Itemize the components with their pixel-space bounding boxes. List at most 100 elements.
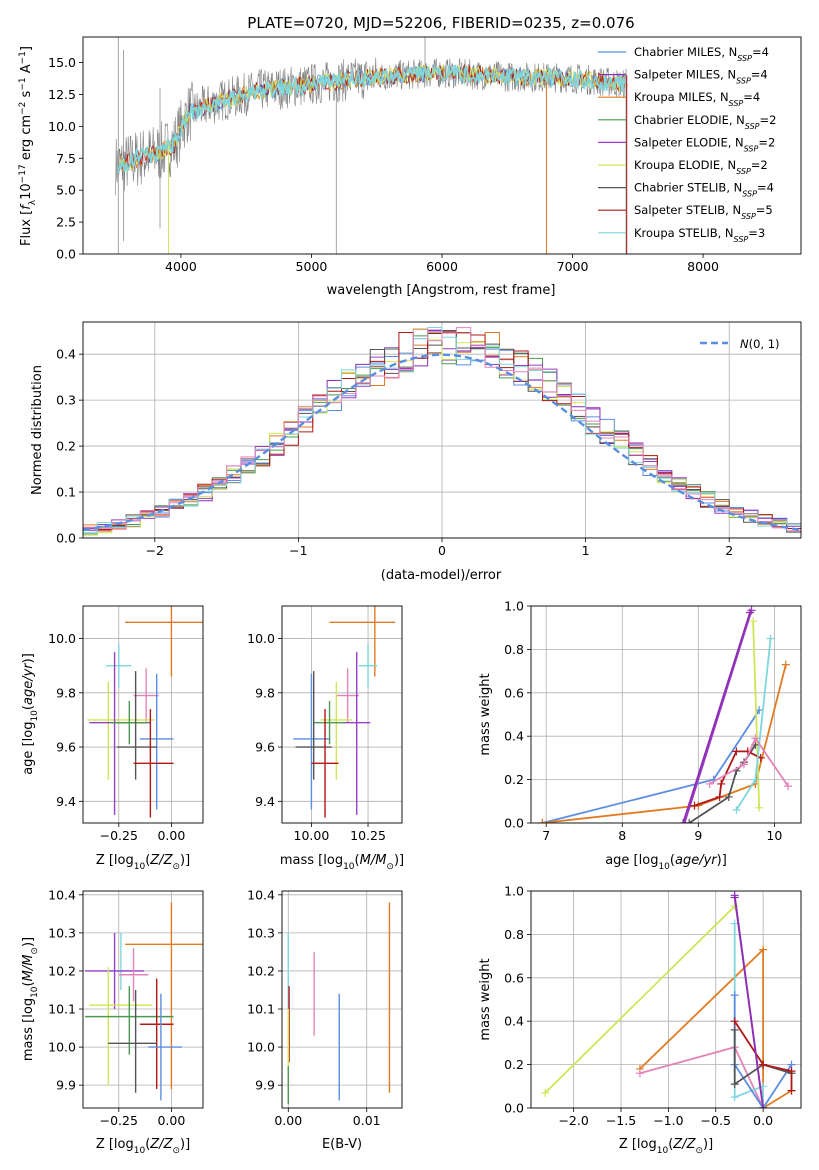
series-line — [542, 709, 760, 823]
normal-curve — [83, 353, 801, 532]
series-line — [639, 947, 792, 1108]
x-tick-label: 2 — [725, 543, 733, 558]
series-line — [709, 736, 789, 787]
residuals-plot-area — [83, 322, 801, 538]
series-marker — [705, 779, 714, 788]
series-marker — [541, 1088, 550, 1097]
series-marker — [732, 805, 741, 814]
series-line — [542, 664, 787, 823]
y-tick-label: 0.2 — [504, 772, 524, 787]
series-marker — [730, 1017, 739, 1026]
series-marker — [766, 634, 775, 643]
x-tick-label: 7 — [542, 828, 550, 843]
y-tick-label: 9.8 — [56, 685, 76, 700]
series-marker — [781, 660, 790, 669]
x-tick-label: 9 — [694, 828, 702, 843]
mass_vs_Z-plot-area — [83, 891, 203, 1108]
x-tick-label: 8000 — [687, 259, 719, 274]
x-axis-label: Z [log10(Z/Z⊙)] — [96, 853, 190, 872]
y-tick-label: 0.4 — [504, 1014, 524, 1029]
y-tick-label: 9.4 — [56, 794, 76, 809]
series-marker — [635, 1069, 644, 1078]
x-tick-label: −0.5 — [701, 1113, 731, 1128]
axes-frame — [281, 605, 403, 824]
x-tick-label: −2 — [146, 543, 164, 558]
legend-entry: N(0, 1) — [740, 337, 780, 351]
series-line — [683, 610, 753, 823]
x-tick-label: 1 — [582, 543, 590, 558]
x-tick-label: −0.25 — [100, 828, 138, 843]
y-tick-label: 9.9 — [255, 1078, 275, 1093]
series-marker — [724, 792, 733, 801]
histogram-step — [83, 328, 801, 536]
y-axis-label: mass weight — [478, 958, 493, 1040]
axes-frame — [82, 321, 802, 539]
series-marker — [784, 782, 793, 791]
y-tick-label: 10.2 — [48, 963, 76, 978]
series-line — [735, 638, 772, 811]
axes-frame — [530, 605, 802, 824]
x-tick-label: 0.00 — [274, 1113, 302, 1128]
series-marker — [751, 775, 760, 784]
x-tick-label: −1 — [289, 543, 307, 558]
y-tick-label: 10.4 — [247, 887, 275, 902]
massweight_vs_Z-panel: −2.0 −1.5 −1.0 −0.5 0.0 0.0 0.2 0.4 0.6 0.8 1.0 mas… — [478, 884, 802, 1156]
series-marker — [751, 734, 760, 743]
y-tick-label: 0.0 — [504, 1101, 524, 1116]
spectrum-panel: 4000 5000 6000 7000 8000 0.0 2.5 5.0 7.5 10.0 12.5… — [18, 14, 802, 298]
massweight_vs_age-panel: 7 8 9 10 0.0 0.2 0.4 0.6 0.8 1.0 mass weight age [l… — [478, 599, 802, 872]
legend-entry: Chabrier STELIB, NSSP=4 — [634, 181, 774, 199]
y-axis-label: mass weight — [478, 673, 493, 755]
x-tick-label: 0.0 — [753, 1113, 773, 1128]
chart-title: PLATE=0720, MJD=52206, FIBERID=0235, z=0… — [247, 14, 634, 32]
series-marker — [685, 819, 694, 823]
legend-entry: Salpeter STELIB, NSSP=5 — [634, 203, 773, 221]
legend-entry: Salpeter MILES, NSSP=4 — [634, 68, 768, 86]
y-tick-label: 7.5 — [56, 151, 76, 166]
y-tick-label: 10.0 — [247, 631, 275, 646]
y-tick-label: 9.6 — [56, 740, 76, 755]
series-marker — [730, 1025, 739, 1034]
axes-frame — [82, 605, 204, 824]
legend-entry: Kroupa ELODIE, NSSP=2 — [634, 158, 768, 176]
histogram-step — [83, 327, 801, 532]
series-marker — [739, 760, 748, 769]
model-spectrum — [117, 64, 626, 174]
x-tick-label: 0.00 — [157, 1113, 185, 1128]
y-tick-label: 0.0 — [56, 247, 76, 262]
legend-entry: Chabrier ELODIE, NSSP=2 — [634, 113, 776, 131]
legend: Chabrier MILES, NSSP=4 Salpeter MILES, NS… — [598, 45, 776, 243]
x-axis-label: mass [log10(M/M⊙)] — [280, 853, 404, 872]
series-marker — [759, 945, 768, 954]
y-tick-label: 15.0 — [48, 55, 76, 70]
legend-entry: Kroupa MILES, NSSP=4 — [634, 90, 760, 108]
y-tick-label: 10.1 — [48, 1002, 76, 1017]
series-marker — [717, 779, 726, 788]
y-axis-label: Flux [fλ10−17 erg cm−2 s−1 A−1] — [18, 46, 38, 246]
age_vs_Z-panel: −0.25 0.00 9.4 9.6 9.8 10.0 Z [log10(Z/Z⊙)] age… — [21, 605, 204, 872]
series-marker — [787, 1086, 796, 1095]
y-tick-label: 0.6 — [504, 970, 524, 985]
mass_vs_ebv-panel: 0.00 0.01 9.9 10.0 10.1 10.2 10.3 10.4 E(B-V) — [247, 887, 403, 1152]
y-axis-label: age [log10(age/yr)] — [21, 653, 40, 775]
y-tick-label: 10.0 — [48, 631, 76, 646]
y-tick-label: 5.0 — [56, 183, 76, 198]
series-line — [733, 897, 764, 1108]
x-tick-label: 5000 — [296, 259, 328, 274]
y-axis-label: mass [log10(M/M⊙)] — [21, 937, 40, 1061]
y-tick-label: 9.8 — [255, 685, 275, 700]
y-tick-label: 10.3 — [247, 925, 275, 940]
x-tick-label: −0.25 — [100, 1113, 138, 1128]
series-marker — [759, 1104, 768, 1108]
x-axis-label: wavelength [Angstrom, rest frame] — [327, 283, 556, 298]
y-tick-label: 0.2 — [56, 439, 76, 454]
series-line — [682, 612, 751, 823]
x-tick-label: 7000 — [557, 259, 589, 274]
series-marker — [755, 803, 764, 812]
y-tick-label: 1.0 — [504, 884, 524, 899]
series-marker — [759, 1060, 768, 1069]
residuals-panel: −2 −1 0 1 2 0.0 0.1 0.2 0.3 0.4 N(0, 1) (data-model… — [30, 321, 802, 583]
y-tick-label: 0.1 — [56, 485, 76, 500]
x-axis-label: age [log10(age/yr)] — [605, 853, 727, 872]
series-marker — [730, 893, 739, 902]
